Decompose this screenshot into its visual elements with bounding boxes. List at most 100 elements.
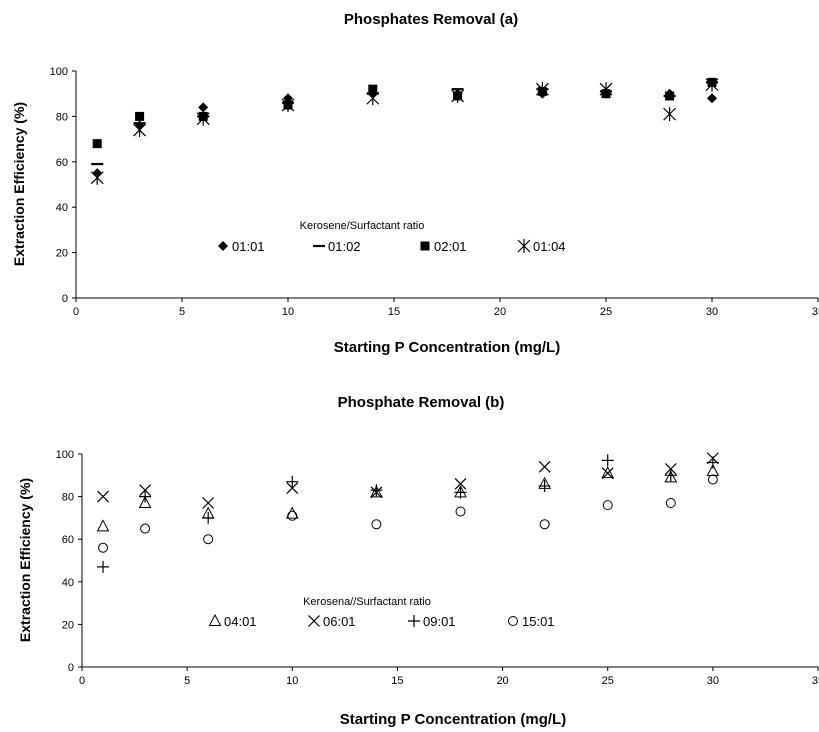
- chart-b-legend-title: Kerosena//Surfactant ratio: [303, 596, 431, 608]
- chart-a-x-tick-label: 25: [600, 306, 612, 318]
- chart-b-point-04-01: [96, 519, 110, 532]
- chart-b-point-06-01: [202, 497, 215, 509]
- chart-a-point-02-01: [135, 111, 145, 121]
- chart-a-y-axis-label: Extraction Efficiency (%): [11, 102, 27, 266]
- chart-b-legend: 04:01 06:01 09:01 15:01: [208, 613, 555, 629]
- chart-b-legend-marker-04-01: [208, 613, 222, 626]
- chart-b-legend-label: 04:01: [224, 614, 257, 629]
- chart-b-point-09-01: [706, 456, 719, 469]
- chart-a-legend-label: 01:02: [328, 239, 361, 254]
- chart-b-y-tick-label: 80: [62, 492, 74, 504]
- chart-a-point-02-01: [368, 84, 378, 94]
- chart-a-point-01-04: [366, 91, 380, 106]
- chart-b-legend-marker-06-01: [308, 615, 320, 627]
- chart-a-point-01-01: [198, 102, 209, 113]
- chart-a-point-02-01: [665, 91, 675, 101]
- chart-a-title: Phosphates Removal (a): [344, 11, 518, 28]
- chart-b-x-tick-label: 15: [391, 675, 403, 687]
- chart-a-point-01-04: [451, 88, 465, 103]
- chart-b-point-09-01: [601, 454, 614, 467]
- chart-b-x-tick-label: 5: [184, 675, 190, 687]
- chart-b-y-tick-label: 100: [56, 449, 74, 461]
- chart-b-x-axis-label: Starting P Concentration (mg/L): [340, 711, 566, 728]
- chart-b-point-09-01: [286, 475, 299, 488]
- chart-b-point-15-01: [707, 474, 718, 485]
- chart-b-point-09-01: [370, 484, 383, 497]
- chart-a-y-tick-label: 80: [56, 111, 68, 123]
- chart-a-x-tick-label: 35: [812, 306, 819, 318]
- chart-b-point-04-01: [285, 506, 299, 519]
- chart-b-y-tick-label: 0: [68, 662, 74, 674]
- chart-b-point-15-01: [371, 519, 382, 530]
- chart-a-x-tick-label: 20: [494, 306, 506, 318]
- chart-b-y-tick-label: 40: [62, 577, 74, 589]
- chart-b-point-15-01: [140, 523, 151, 534]
- chart-b-point-06-01: [454, 477, 467, 490]
- chart-b-point-04-01: [601, 466, 615, 479]
- chart-b-point-06-01: [139, 484, 152, 497]
- chart-b-point-09-01: [202, 511, 215, 524]
- chart-a-legend-label: 01:01: [232, 239, 265, 254]
- chart-b-y-axis-label: Extraction Efficiency (%): [17, 478, 33, 642]
- chart-b-point-09-01: [97, 560, 110, 573]
- chart-b-point-04-01: [370, 485, 383, 498]
- chart-b-point-09-01: [538, 479, 551, 492]
- chart-a-point-01-04: [133, 123, 147, 138]
- chart-b-legend-label: 15:01: [522, 614, 555, 629]
- chart-a-marks: [90, 77, 719, 185]
- chart-b-x-tick-label: 30: [707, 675, 719, 687]
- chart-b-point-15-01: [539, 519, 550, 530]
- chart-b-point-15-01: [665, 497, 676, 508]
- chart-b-title: Phosphate Removal (b): [338, 394, 505, 411]
- chart-a-axes: 0 5 10 15 20 25 30 35 0 20 40 60 80 100: [50, 66, 819, 318]
- chart-a-point-01-04: [535, 82, 549, 97]
- chart-b-point-15-01: [98, 542, 109, 553]
- chart-a-x-tick-label: 5: [179, 306, 185, 318]
- chart-b: Phosphate Removal (b) Extraction Efficie…: [17, 394, 819, 728]
- chart-a-legend-marker-01-01: [218, 241, 228, 251]
- chart-b-point-06-01: [286, 482, 299, 495]
- chart-a-point-01-04: [196, 111, 210, 126]
- chart-b-legend-label: 06:01: [323, 614, 356, 629]
- chart-a-x-tick-label: 15: [388, 306, 400, 318]
- chart-b-point-06-01: [601, 467, 614, 480]
- chart-a-x-tick-label: 0: [73, 306, 79, 318]
- chart-b-point-15-01: [287, 510, 298, 521]
- chart-b-point-15-01: [455, 506, 466, 517]
- chart-b-legend-marker-09-01: [408, 615, 420, 627]
- chart-b-y-tick-label: 20: [62, 619, 74, 631]
- chart-a-point-02-01: [92, 139, 102, 149]
- chart-b-point-06-01: [538, 460, 551, 473]
- chart-b-point-06-01: [664, 462, 677, 475]
- chart-b-point-09-01: [664, 469, 677, 482]
- chart-a-point-01-01: [707, 93, 717, 104]
- chart-a-x-tick-label: 30: [706, 306, 718, 318]
- chart-b-axes: 0 5 10 15 20 25 30 35 0 20 40 60 80 100: [56, 449, 819, 687]
- chart-b-point-09-01: [454, 486, 467, 499]
- chart-a-y-tick-label: 0: [62, 293, 68, 305]
- chart-b-point-15-01: [602, 500, 613, 511]
- chart-b-point-09-01: [139, 490, 152, 503]
- chart-a-point-01-04: [663, 107, 677, 122]
- chart-a-point-01-04: [705, 77, 719, 92]
- chart-a-point-01-04: [599, 82, 613, 97]
- chart-a-point-01-04: [281, 98, 295, 113]
- chart-b-legend-label: 09:01: [423, 614, 456, 629]
- chart-b-x-tick-label: 20: [496, 675, 508, 687]
- chart-a-legend-marker-02-01: [420, 241, 430, 251]
- chart-b-y-tick-label: 60: [62, 534, 74, 546]
- chart-a-x-axis-label: Starting P Concentration (mg/L): [334, 339, 560, 356]
- chart-a-legend-title: Kerosene/Surfactant ratio: [300, 220, 425, 232]
- chart-b-x-tick-label: 25: [602, 675, 614, 687]
- chart-a-legend-marker-01-04: [517, 239, 531, 253]
- chart-a-legend-label: 01:04: [533, 239, 566, 254]
- chart-b-x-tick-label: 0: [79, 675, 85, 687]
- chart-b-x-tick-label: 10: [286, 675, 298, 687]
- chart-a-y-tick-label: 60: [56, 157, 68, 169]
- chart-a: Phosphates Removal (a) Extraction Effici…: [11, 11, 819, 356]
- chart-b-point-04-01: [664, 470, 678, 483]
- chart-b-point-15-01: [203, 534, 214, 545]
- chart-a-y-tick-label: 40: [56, 202, 68, 214]
- chart-a-legend-label: 02:01: [434, 239, 467, 254]
